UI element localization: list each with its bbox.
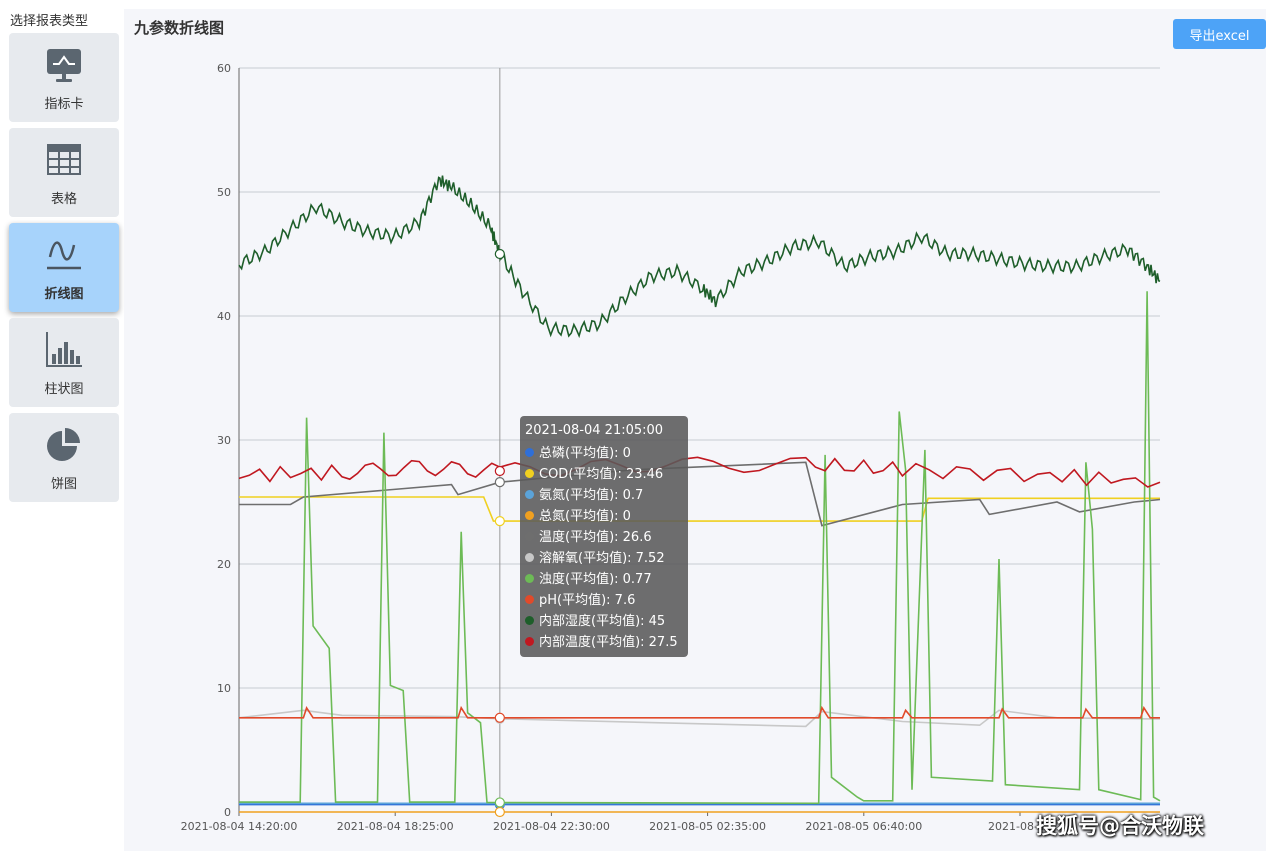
series-marker-icon [525, 637, 534, 646]
y-tick-label: 50 [217, 186, 231, 199]
series-line [238, 709, 1161, 728]
series-marker-icon [525, 511, 534, 520]
nav-item-label: 指标卡 [44, 97, 84, 112]
line-chart: 0 10 20 30 40 50 60 2021-08-04 14:20:00 2021-08-… [181, 62, 1161, 833]
tooltip-row: 总磷(平均值): 0 [525, 443, 683, 464]
sidebar-title: 选择报表类型 [10, 14, 89, 29]
tooltip-row: 总氮(平均值): 0 [525, 506, 683, 527]
tooltip-row: 温度(平均值): 26.6 [525, 527, 683, 548]
tooltip-row: COD(平均值): 23.46 [525, 464, 683, 485]
cursor-point [494, 515, 505, 527]
tooltip-row-label: pH(平均值): 7.6 [539, 593, 636, 608]
series-marker-icon [525, 553, 534, 562]
chart-tooltip: 2021-08-04 21:05:00 总磷(平均值): 0 COD(平均值): … [520, 416, 688, 657]
tooltip-row-label: 浊度(平均值): 0.77 [539, 572, 652, 587]
y-tick-label: 0 [224, 806, 231, 819]
cursor-point [494, 477, 505, 488]
tooltip-row: 内部温度(平均值): 27.5 [525, 632, 683, 653]
pie-chart-icon [47, 428, 80, 461]
tooltip-row-label: 内部湿度(平均值): 45 [539, 614, 666, 629]
tooltip-row-label: 总氮(平均值): 0 [539, 509, 631, 524]
nav-item-label: 表格 [50, 192, 77, 207]
report-type-sidebar: 选择报表类型 指标卡 表格 折线图 [0, 0, 124, 851]
y-tick-label: 40 [217, 310, 231, 323]
nav-item-label: 饼图 [50, 477, 77, 492]
tooltip-row-label: 温度(平均值): 26.6 [539, 530, 652, 545]
cursor-point [494, 248, 505, 260]
series-marker-icon [525, 469, 534, 478]
nav-item-label: 柱状图 [44, 382, 84, 397]
cursor-point [494, 465, 505, 477]
x-tick-label: 2021-08-05 [988, 820, 1052, 833]
cursor-point [494, 712, 505, 723]
tooltip-row-label: 内部温度(平均值): 27.5 [539, 635, 678, 650]
series-line [238, 175, 1161, 339]
monitor-icon [47, 49, 81, 82]
nav-item-pie-chart[interactable]: 饼图 [9, 413, 119, 502]
tooltip-row-label: 总磷(平均值): 0 [539, 446, 631, 461]
tooltip-row: 内部湿度(平均值): 45 [525, 611, 683, 632]
export-excel-button[interactable]: 导出excel [1173, 19, 1266, 49]
tooltip-row: pH(平均值): 7.6 [525, 590, 683, 611]
tooltip-time: 2021-08-04 21:05:00 [525, 423, 664, 438]
nav-item-indicator-card[interactable]: 指标卡 [9, 33, 119, 122]
series-line [239, 291, 1161, 805]
y-tick-label: 20 [217, 558, 231, 571]
tooltip-row-label: 溶解氧(平均值): 7.52 [539, 551, 665, 566]
series-marker-icon [525, 574, 534, 583]
x-tick-label: 2021-08-04 14:20:00 [181, 820, 298, 833]
chart-panel: 九参数折线图 导出excel 0 10 20 30 40 50 60 2021-08-04 1… [124, 9, 1266, 851]
series-marker-icon [525, 490, 534, 499]
series-line [239, 496, 1160, 522]
y-tick-label: 60 [217, 62, 231, 75]
y-tick-label: 30 [217, 434, 231, 447]
nav-item-line-chart[interactable]: 折线图 [9, 223, 119, 312]
cursor-point [494, 806, 505, 818]
series-marker-icon [525, 532, 534, 541]
series-marker-icon [525, 616, 534, 625]
nav-item-label: 折线图 [44, 287, 84, 302]
x-tick-label: 2021-08-04 22:30:00 [493, 820, 610, 833]
series-marker-icon [525, 448, 534, 457]
series-line [239, 705, 1160, 719]
series-marker-icon [525, 595, 534, 604]
series-line [239, 461, 1161, 527]
tooltip-row: 氨氮(平均值): 0.7 [525, 485, 683, 506]
x-tick-label: 2021-08-05 02:35:00 [649, 820, 766, 833]
tooltip-row: 浊度(平均值): 0.77 [525, 569, 683, 590]
tooltip-row-label: 氨氮(平均值): 0.7 [539, 488, 644, 503]
table-icon [47, 144, 81, 175]
page-title: 九参数折线图 [134, 19, 225, 37]
nav-item-table[interactable]: 表格 [9, 128, 119, 217]
x-tick-label: 2021-08-05 06:40:00 [805, 820, 922, 833]
bar-chart-icon [46, 332, 82, 367]
series-line [238, 456, 1161, 488]
tooltip-row-label: COD(平均值): 23.46 [539, 467, 664, 482]
x-tick-label: 2021-08-04 18:25:00 [337, 820, 454, 833]
y-tick-label: 10 [217, 682, 231, 695]
nav-item-bar-chart[interactable]: 柱状图 [9, 318, 119, 407]
watermark-text: 搜狐号@合沃物联 [1036, 814, 1204, 838]
cursor-point [494, 797, 505, 808]
tooltip-row: 溶解氧(平均值): 7.52 [525, 548, 683, 569]
line-chart-icon [47, 241, 81, 270]
